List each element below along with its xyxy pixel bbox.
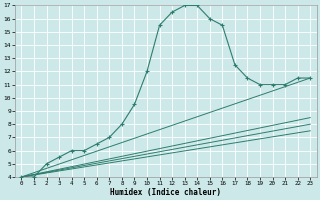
X-axis label: Humidex (Indice chaleur): Humidex (Indice chaleur) [110,188,221,197]
